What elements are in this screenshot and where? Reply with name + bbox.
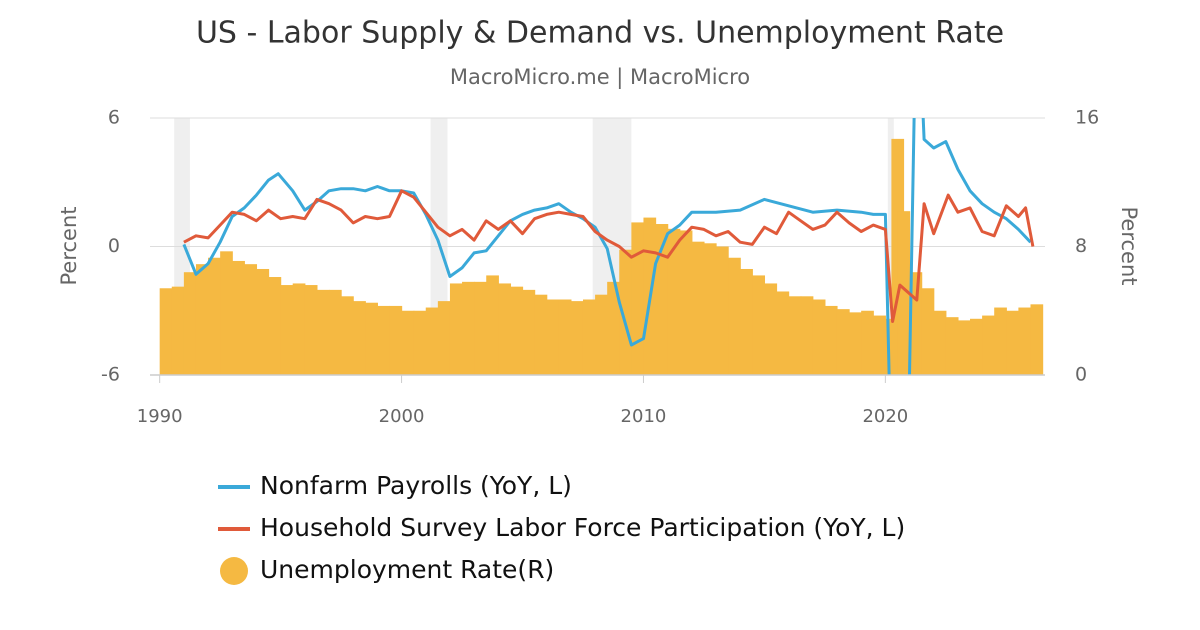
bar bbox=[413, 310, 427, 375]
bar bbox=[353, 301, 366, 375]
bar bbox=[522, 289, 536, 375]
bar bbox=[377, 305, 391, 375]
bar bbox=[244, 264, 258, 375]
bar bbox=[474, 281, 487, 375]
bar bbox=[1030, 304, 1044, 375]
y2-tick-label: 8 bbox=[1075, 235, 1087, 257]
bar bbox=[631, 222, 645, 375]
bar bbox=[171, 286, 185, 375]
legend-swatch bbox=[220, 557, 248, 585]
legend-label: Nonfarm Payrolls (YoY, L) bbox=[260, 471, 572, 500]
bar bbox=[849, 312, 862, 375]
legend-label: Household Survey Labor Force Participati… bbox=[260, 513, 905, 542]
bar bbox=[341, 296, 354, 375]
bar bbox=[486, 275, 499, 375]
bar bbox=[329, 289, 342, 375]
bar bbox=[401, 310, 415, 375]
bar bbox=[607, 281, 620, 375]
bar bbox=[994, 307, 1007, 375]
x-tick-label: 2000 bbox=[379, 406, 425, 427]
axis-layer: -6 0 6 0 8 16 1990 2000 2010 2020 Nonfarm Payrolls… bbox=[101, 107, 1099, 585]
bar bbox=[510, 286, 524, 375]
bar bbox=[546, 299, 560, 375]
bar bbox=[183, 272, 197, 375]
bar bbox=[268, 277, 282, 375]
bar bbox=[873, 315, 886, 375]
bar bbox=[667, 228, 681, 375]
x-tick-label: 1990 bbox=[137, 406, 183, 427]
bar bbox=[389, 305, 403, 375]
bar bbox=[365, 302, 378, 375]
bar bbox=[619, 249, 632, 375]
bar bbox=[220, 251, 233, 375]
bar bbox=[703, 243, 717, 375]
y-axis-title: Percent bbox=[57, 206, 81, 285]
bar bbox=[232, 260, 245, 375]
bar bbox=[280, 285, 294, 375]
bar bbox=[800, 296, 814, 375]
bar bbox=[437, 301, 451, 375]
bar bbox=[764, 283, 778, 375]
bar bbox=[921, 288, 935, 375]
bar bbox=[449, 283, 463, 375]
bar bbox=[957, 320, 971, 375]
bar bbox=[752, 275, 766, 375]
bar bbox=[691, 241, 705, 375]
bar bbox=[836, 309, 850, 375]
y-tick-label: 0 bbox=[108, 235, 120, 257]
line-layer bbox=[182, 118, 1035, 375]
bar bbox=[824, 305, 838, 375]
y2-tick-label: 16 bbox=[1075, 107, 1099, 129]
bar bbox=[970, 318, 983, 375]
bar bbox=[933, 310, 947, 375]
y-tick-label: -6 bbox=[101, 364, 120, 386]
bar bbox=[256, 268, 270, 375]
bar bbox=[788, 296, 802, 375]
bar bbox=[498, 283, 512, 375]
bar bbox=[655, 224, 669, 375]
bar bbox=[982, 315, 995, 375]
y-tick-label: 6 bbox=[108, 107, 120, 129]
bar bbox=[292, 283, 306, 375]
y2-tick-label: 0 bbox=[1075, 364, 1087, 386]
bar bbox=[861, 310, 874, 375]
bar bbox=[812, 299, 826, 375]
chart-subtitle: MacroMicro.me | MacroMicro bbox=[450, 65, 750, 90]
bar bbox=[582, 299, 596, 375]
bar bbox=[716, 246, 729, 375]
bar bbox=[679, 230, 693, 375]
bar bbox=[304, 285, 318, 375]
bar bbox=[425, 307, 439, 375]
bar bbox=[776, 291, 790, 375]
bar bbox=[558, 299, 572, 375]
bar bbox=[316, 289, 330, 375]
bar bbox=[570, 301, 584, 375]
bar bbox=[1006, 310, 1019, 375]
y2-axis-title: Percent bbox=[1117, 206, 1141, 285]
bar bbox=[728, 257, 741, 375]
bar bbox=[740, 268, 753, 375]
bar bbox=[462, 281, 475, 375]
bar bbox=[195, 264, 209, 375]
legend-label: Unemployment Rate(R) bbox=[260, 555, 554, 584]
bar bbox=[945, 317, 959, 375]
bar bbox=[208, 257, 221, 375]
bar-layer bbox=[159, 138, 1044, 375]
bar bbox=[534, 294, 548, 375]
x-tick-label: 2010 bbox=[621, 406, 667, 427]
line bbox=[183, 189, 1035, 323]
chart-title: US - Labor Supply & Demand vs. Unemploym… bbox=[196, 16, 1004, 51]
x-tick-label: 2020 bbox=[862, 406, 908, 427]
bar bbox=[897, 211, 911, 375]
bar bbox=[1018, 307, 1032, 375]
bar bbox=[159, 288, 173, 375]
bar bbox=[595, 294, 608, 375]
